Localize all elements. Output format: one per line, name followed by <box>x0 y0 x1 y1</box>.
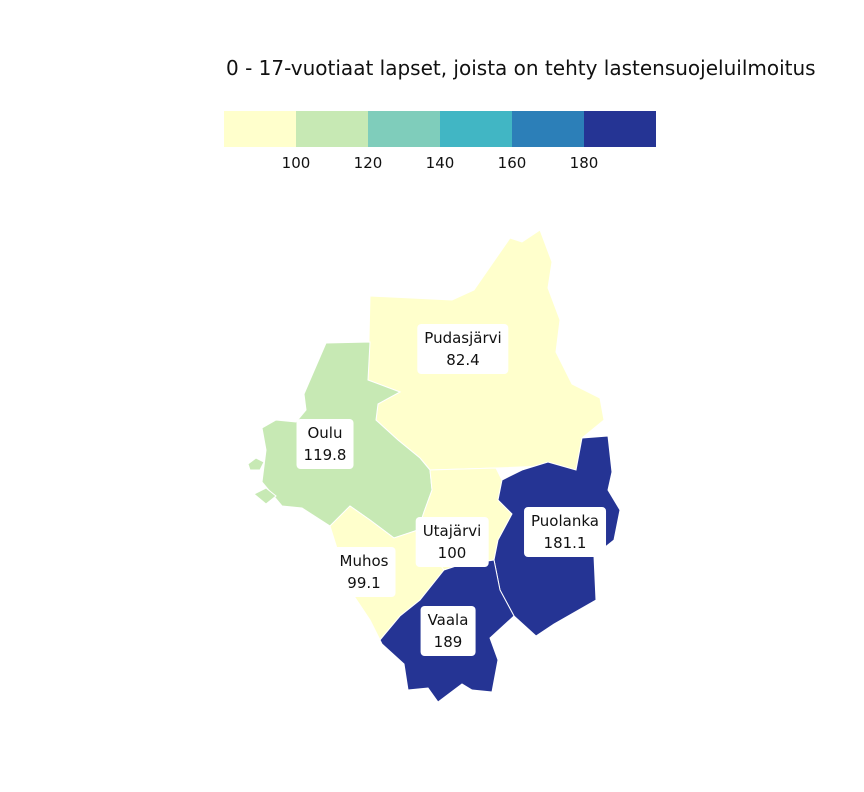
region-value: 189 <box>433 633 463 651</box>
legend-tick: 100 <box>281 154 311 172</box>
map-label-muhos: Muhos 99.1 <box>332 547 396 597</box>
legend-swatch-1 <box>224 111 296 147</box>
legend-swatch-6 <box>584 111 656 147</box>
region-name: Puolanka <box>531 512 599 530</box>
region-value: 181.1 <box>543 534 587 552</box>
legend-tick: 120 <box>353 154 383 172</box>
region-name: Oulu <box>307 424 343 442</box>
map-label-oulu: Oulu 119.8 <box>296 419 354 469</box>
map-label-pudasjarvi: Pudasjärvi 82.4 <box>417 324 509 374</box>
legend-tick: 180 <box>569 154 599 172</box>
region-oulu-island <box>253 487 277 505</box>
legend-tick: 160 <box>497 154 527 172</box>
map-label-utajarvi: Utajärvi 100 <box>415 517 489 567</box>
map-label-puolanka: Puolanka 181.1 <box>524 507 606 557</box>
region-oulu-island <box>247 457 265 471</box>
legend-swatch-5 <box>512 111 584 147</box>
region-value: 82.4 <box>446 351 480 369</box>
map-title: 0 - 17-vuotiaat lapset, joista on tehty … <box>226 56 816 80</box>
color-legend <box>224 111 656 147</box>
region-name: Utajärvi <box>422 522 482 540</box>
region-value: 99.1 <box>347 574 381 592</box>
region-name: Muhos <box>339 552 389 570</box>
legend-swatch-2 <box>296 111 368 147</box>
legend-tick: 140 <box>425 154 455 172</box>
region-name: Pudasjärvi <box>424 329 502 347</box>
region-value: 119.8 <box>303 446 347 464</box>
map-label-vaala: Vaala 189 <box>420 606 476 656</box>
legend-swatch-4 <box>440 111 512 147</box>
legend-swatch-3 <box>368 111 440 147</box>
region-name: Vaala <box>427 611 469 629</box>
region-value: 100 <box>437 544 467 562</box>
